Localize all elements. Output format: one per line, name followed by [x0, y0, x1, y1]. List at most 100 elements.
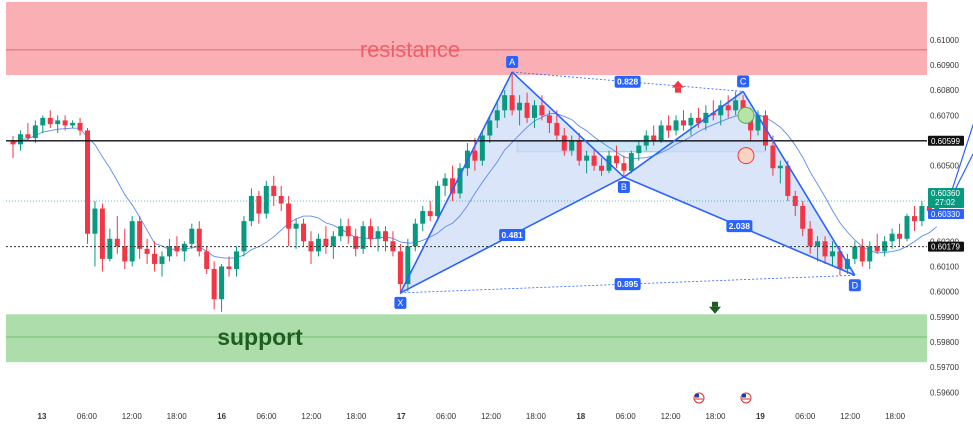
- harmonic-ratio-label: 0.481: [502, 230, 524, 240]
- candle: [524, 92, 530, 123]
- harmonic-ratio-label: 0.895: [617, 279, 639, 289]
- candle-body: [762, 115, 768, 146]
- support-zone: [6, 314, 927, 363]
- time-axis-tick: 18:00: [346, 412, 367, 421]
- candle: [725, 95, 731, 118]
- time-axis-tick: 06:00: [795, 412, 816, 421]
- candle: [375, 226, 381, 252]
- candle-body: [822, 241, 828, 257]
- candle-body: [114, 238, 120, 247]
- candle: [889, 228, 895, 249]
- candle-body: [695, 117, 701, 123]
- time-axis-tick: 12:00: [301, 412, 322, 421]
- candle: [278, 185, 284, 212]
- candle: [502, 90, 508, 118]
- harmonic-point-label: X: [397, 298, 403, 308]
- candle: [584, 150, 590, 174]
- time-axis-tick: 06:00: [436, 412, 457, 421]
- candle: [25, 122, 31, 141]
- harmonic-point-badge: [617, 181, 630, 194]
- candle-body: [770, 145, 776, 169]
- candle-body: [234, 251, 239, 269]
- candle: [554, 110, 560, 141]
- time-axis-tick: 18:00: [705, 412, 726, 421]
- candle: [427, 200, 433, 222]
- countdown-text: 27:02: [935, 198, 956, 207]
- candle-body: [256, 195, 262, 214]
- time-axis-tick: 06:00: [256, 412, 277, 421]
- candle-body: [10, 140, 16, 145]
- candle: [911, 206, 917, 232]
- harmonic-leg-cd: [742, 91, 856, 276]
- harmonic-pattern-layer[interactable]: X A B C D 0.828 0.481 2.038 0.895: [394, 56, 861, 309]
- candle-body: [621, 163, 627, 171]
- candle-body: [457, 168, 463, 194]
- projection-layer[interactable]: [946, 83, 973, 292]
- harmonic-leg-bc: [623, 90, 744, 178]
- candle: [241, 216, 247, 257]
- candle: [248, 188, 254, 227]
- red-circle-marker: [737, 147, 755, 165]
- candle-body: [219, 266, 225, 300]
- candle: [10, 135, 16, 159]
- candle-body: [479, 135, 485, 161]
- candle: [226, 256, 232, 277]
- candle: [710, 100, 716, 121]
- candle: [412, 218, 418, 252]
- candle: [509, 72, 515, 116]
- time-axis-tick: 18:00: [167, 412, 188, 421]
- candle-body: [345, 226, 351, 237]
- candle-body: [785, 165, 791, 196]
- candle-body: [70, 122, 76, 126]
- candle-body: [897, 233, 903, 239]
- candle: [40, 115, 46, 133]
- candle-body: [17, 134, 23, 145]
- candle: [919, 200, 925, 227]
- dotted-level-price-tag-text: 0.60179: [931, 243, 960, 252]
- candle-body: [181, 243, 187, 252]
- price-tags-layer: 0.60599 0.60179 0.60360 27:02 0.60330: [928, 135, 964, 252]
- candle: [107, 228, 113, 262]
- candle: [397, 243, 403, 295]
- candle-body: [174, 246, 180, 252]
- candle-body: [405, 246, 411, 285]
- candle-body: [859, 246, 865, 262]
- harmonic-point-badge: [506, 56, 519, 69]
- candle-body: [360, 226, 366, 249]
- candle-body: [40, 117, 46, 126]
- candle: [874, 233, 880, 254]
- candle-body: [450, 178, 456, 194]
- candle-body: [576, 140, 582, 161]
- candle-body: [330, 236, 336, 247]
- candle: [383, 226, 388, 252]
- time-axis[interactable]: 13 06:00 12:00 18:00 16 06:00 12:00 18:00 17 06:0…: [38, 412, 906, 421]
- candle-body: [673, 120, 679, 131]
- candle-body: [278, 195, 284, 204]
- harmonic-triangle-bcd: [623, 91, 855, 276]
- candle-body: [733, 100, 739, 111]
- price-axis-tick: 0.60500: [930, 162, 959, 171]
- support-label: support: [217, 324, 303, 350]
- candle-body: [599, 165, 605, 171]
- candle: [435, 180, 441, 222]
- price-axis-tick: 0.60700: [930, 111, 959, 120]
- candle-body: [315, 238, 321, 252]
- time-axis-tick: 18:00: [526, 412, 547, 421]
- candle: [621, 155, 627, 178]
- candle: [517, 95, 523, 126]
- candle-body: [323, 238, 329, 247]
- candle-body: [263, 185, 269, 214]
- candle: [688, 112, 694, 136]
- candle: [77, 117, 83, 136]
- candle: [315, 233, 321, 257]
- level-price-tag: [928, 135, 964, 146]
- price-axis-tick: 0.61000: [930, 36, 959, 45]
- resistance-label: resistance: [360, 37, 460, 62]
- candle-body: [211, 268, 217, 300]
- candle: [733, 91, 739, 116]
- ma-price-tag: [928, 208, 964, 219]
- candle: [636, 140, 642, 161]
- candle-body: [636, 145, 642, 154]
- candle: [55, 115, 61, 133]
